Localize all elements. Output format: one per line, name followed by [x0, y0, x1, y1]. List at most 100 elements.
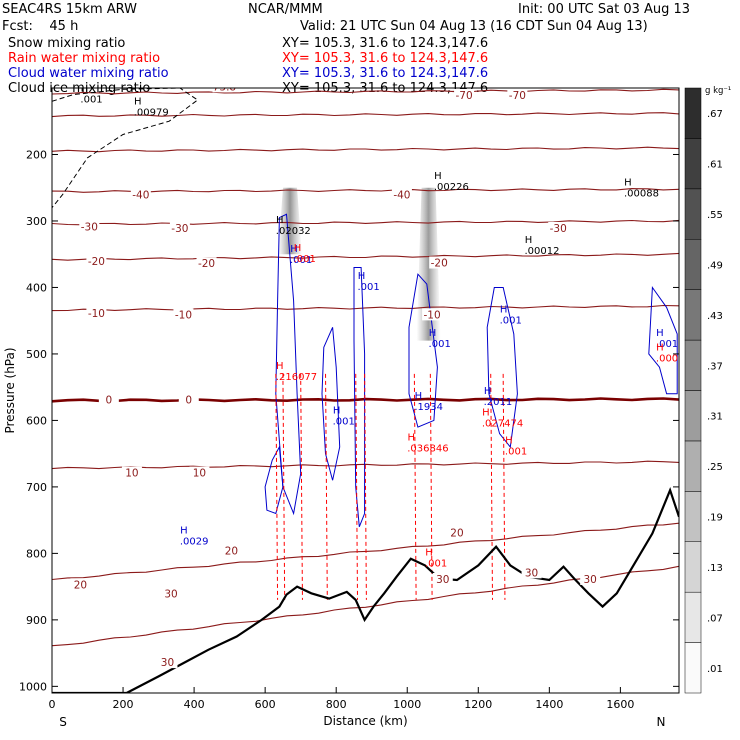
cloud-water-contour-3: [353, 267, 366, 527]
max-value-17: .027474: [482, 419, 523, 430]
max-marker-9: H: [500, 305, 508, 316]
isotherm-label-bg-3: [130, 188, 151, 201]
isotherm-label-bg-19: [221, 544, 242, 557]
isotherm-label-10: -20: [431, 258, 448, 270]
max-value-15: .216077: [276, 372, 317, 383]
max-marker-14: H: [656, 328, 664, 339]
colorbar-unit: g kg⁻¹: [705, 86, 731, 96]
isotherm-label-bg-14: [98, 393, 119, 406]
isotherm-10: [52, 460, 679, 470]
colorbar-segment-8: [684, 239, 702, 290]
y-tick-label-900: 900: [26, 614, 47, 627]
field-xy-rain: XY= 105.3, 31.6 to 124.3,147.6: [282, 51, 489, 66]
isotherm-label-16: 10: [125, 468, 138, 480]
y-tick-label-200: 200: [26, 148, 47, 161]
max-value-14: .001: [656, 339, 678, 350]
max-value-10: .001: [333, 417, 355, 428]
isotherm-label-bg-2: [507, 88, 528, 101]
isotherm-label-bg-12: [173, 308, 194, 321]
colorbar-label-11: .67: [707, 109, 723, 120]
isotherm-label-11: -10: [88, 308, 105, 320]
rain-contour-1: [282, 373, 286, 600]
x-tick-label-1000: 1000: [393, 698, 421, 711]
plot-frame: [51, 87, 680, 694]
isotherm-label-bg-13: [422, 308, 443, 321]
max-value-5: .00088: [624, 189, 659, 200]
cloud-water-contour-2: [321, 327, 341, 481]
rain-contour-7: [429, 373, 433, 600]
colorbar-segment-3: [684, 491, 702, 543]
isotherm--40: [52, 188, 679, 193]
isotherm-label-18: 20: [74, 579, 87, 591]
rain-contour-9: [502, 373, 506, 600]
rain-contour-2: [300, 373, 303, 600]
colorbar-segment-1: [684, 591, 702, 643]
isotherm-label-22: 30: [436, 574, 449, 586]
isotherm--30: [52, 219, 679, 226]
max-value-7: .001: [358, 282, 380, 293]
isotherm-label-bg-23: [521, 566, 542, 579]
y-tick-label-400: 400: [26, 281, 47, 294]
isotherm-label-bg-16: [121, 466, 142, 479]
isotherm-label-13: -10: [424, 309, 441, 321]
isotherm-label-20: 20: [450, 527, 463, 539]
isotherm--60: [52, 112, 679, 118]
max-marker-0: H: [134, 97, 142, 108]
field-name-cloud-ice: Cloud ice mixing ratio: [8, 81, 151, 96]
max-marker-12: H: [415, 391, 423, 402]
colorbar-label-8: .49: [707, 260, 723, 271]
cloud-water-contour-1: [264, 445, 284, 515]
x-tick-label-0: 0: [49, 698, 56, 711]
org-label: NCAR/MMM: [248, 2, 323, 17]
isotherm-label-12: -10: [175, 309, 192, 321]
x-tick-label-600: 600: [255, 698, 276, 711]
field-name-snow: Snow mixing ratio: [8, 36, 126, 51]
max-value-3: .00226: [434, 182, 469, 193]
max-marker-17: H: [482, 408, 490, 419]
max-marker-6: H: [290, 244, 298, 255]
valid-time: Valid: 21 UTC Sun 04 Aug 13 (16 CDT Sun …: [300, 19, 648, 34]
isotherm-label-bg-21: [161, 587, 182, 600]
isotherm--10: [52, 304, 679, 312]
max-value-12: .1934: [414, 402, 443, 413]
x-tick-label-200: 200: [113, 698, 134, 711]
max-marker-21: H: [294, 243, 302, 254]
isotherm-label-bg-17: [189, 466, 210, 479]
isotherm--50: [52, 146, 679, 153]
field-xy-cloud-ice: XY= 105.3, 31.6 to 124.3,147.6: [282, 81, 489, 96]
y-tick-label-1000: 1000: [19, 680, 47, 693]
colorbar-segment-6: [684, 339, 702, 391]
field-name-cloud-water: Cloud water mixing ratio: [8, 66, 169, 81]
isotherm-label-14: 0: [105, 394, 112, 406]
rain-contour-8: [490, 373, 493, 600]
cloud-water-contour-6: [648, 286, 678, 395]
x-tick-label-1200: 1200: [464, 698, 492, 711]
y-axis-label: Pressure (hPa): [3, 347, 17, 433]
colorbar-label-3: .19: [707, 513, 723, 524]
colorbar-label-2: .13: [707, 563, 723, 574]
colorbar-segment-5: [684, 390, 702, 442]
north-label: N: [657, 715, 666, 729]
max-value-16: .036846: [407, 443, 448, 454]
rain-contour-4: [355, 373, 359, 600]
max-marker-7: H: [358, 271, 366, 282]
isotherm-30: [52, 565, 679, 647]
y-tick-label-500: 500: [26, 348, 47, 361]
max-marker-4: H: [525, 235, 533, 246]
colorbar-label-9: .55: [707, 210, 723, 221]
max-value-21: .001: [294, 254, 316, 265]
max-value-2: .02032: [276, 226, 311, 237]
max-value-18: .000942: [656, 354, 697, 365]
isotherm-label-19: 20: [225, 545, 238, 557]
max-value-13: .2011: [484, 397, 513, 408]
y-tick-label-700: 700: [26, 481, 47, 494]
cloud-water-contour-4: [408, 273, 438, 428]
init-time: Init: 00 UTC Sat 03 Aug 13: [518, 2, 691, 17]
cloud-ice-shading-1: [416, 187, 441, 341]
cloud-ice-shading-0: [278, 187, 303, 255]
isotherm-label-bg-0: [212, 88, 233, 93]
colorbar-segment-0: [684, 642, 702, 694]
max-marker-18: H: [656, 343, 664, 354]
colorbar-segment-9: [684, 188, 702, 240]
